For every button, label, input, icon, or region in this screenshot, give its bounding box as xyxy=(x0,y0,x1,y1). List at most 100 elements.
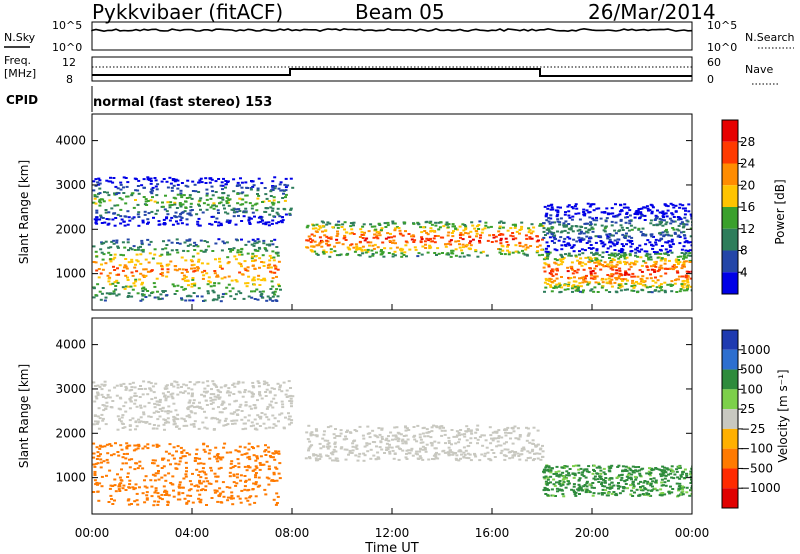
velocity-echo-mark xyxy=(660,481,664,484)
power-echo-mark xyxy=(277,221,281,224)
power-echo-mark xyxy=(113,204,117,207)
power-echo-mark xyxy=(329,236,333,239)
power-echo-mark xyxy=(216,274,219,277)
velocity-echo-mark xyxy=(211,380,215,383)
velocity-echo-mark xyxy=(361,434,365,437)
velocity-echo-mark xyxy=(404,442,408,445)
velocity-echo-mark xyxy=(388,443,391,446)
velocity-echo-mark xyxy=(171,397,175,400)
velocity-echo-mark xyxy=(265,476,269,479)
velocity-echo-mark xyxy=(440,425,444,428)
power-echo-mark xyxy=(634,254,637,257)
power-echo-mark xyxy=(660,218,664,221)
velocity-echo-mark xyxy=(175,381,179,384)
velocity-echo-mark xyxy=(504,434,508,437)
power-echo-mark xyxy=(446,252,450,255)
power-echo-mark xyxy=(108,199,112,202)
velocity-echo-mark xyxy=(257,385,261,388)
power-echo-mark xyxy=(606,237,610,240)
velocity-echo-mark xyxy=(262,383,266,386)
velocity-echo-mark xyxy=(184,461,188,464)
velocity-echo-mark xyxy=(594,478,597,481)
power-echo-mark xyxy=(542,258,546,261)
power-echo-mark xyxy=(126,223,130,226)
power-echo-mark xyxy=(582,268,586,271)
power-echo-mark xyxy=(123,287,127,290)
velocity-echo-mark xyxy=(100,475,104,478)
power-echo-mark xyxy=(213,282,217,285)
velocity-echo-mark xyxy=(190,411,194,414)
power-echo-mark xyxy=(589,221,593,224)
power-echo-mark xyxy=(620,285,624,288)
power-echo-mark xyxy=(126,296,130,298)
power-echo-mark xyxy=(128,219,132,222)
power-echo-mark xyxy=(624,270,628,273)
velocity-echo-mark xyxy=(271,406,275,409)
velocity-echo-mark xyxy=(248,466,252,469)
velocity-echo-mark xyxy=(176,383,180,386)
power-echo-mark xyxy=(686,287,689,290)
freq-panel-frame xyxy=(91,56,693,82)
power-echo-mark xyxy=(514,244,518,247)
power-echo-mark xyxy=(124,177,128,179)
power-echo-mark xyxy=(173,265,177,268)
power-echo-mark xyxy=(635,210,639,212)
power-echo-mark xyxy=(217,296,221,299)
power-echo-mark xyxy=(599,259,603,262)
power-echo-mark xyxy=(371,244,375,247)
velocity-echo-mark xyxy=(96,490,100,493)
power-echo-mark xyxy=(193,284,197,287)
power-echo-mark xyxy=(614,203,617,206)
power-echo-mark xyxy=(601,264,605,266)
power-echo-mark xyxy=(644,261,648,264)
power-echo-mark xyxy=(174,178,178,181)
velocity-echo-mark xyxy=(455,430,459,433)
velocity-echo-mark xyxy=(380,438,384,440)
power-echo-mark xyxy=(654,214,658,217)
velocity-echo-mark xyxy=(690,467,692,470)
power-echo-mark xyxy=(390,236,394,239)
velocity-echo-mark xyxy=(530,450,534,453)
velocity-echo-mark xyxy=(266,406,270,408)
velocity-echo-mark xyxy=(237,462,241,465)
power-echo-mark xyxy=(679,255,683,258)
velocity-echo-mark xyxy=(491,431,495,434)
power-echo-mark xyxy=(566,288,570,291)
velocity-echo-mark xyxy=(192,423,196,426)
velocity-echo-mark xyxy=(397,458,401,461)
power-echo-mark xyxy=(633,284,637,287)
power-echo-mark xyxy=(267,224,271,227)
velocity-echo-mark xyxy=(465,439,469,442)
power-echo-mark xyxy=(649,219,653,222)
power-echo-mark xyxy=(146,290,150,292)
power-echo-mark xyxy=(223,276,227,279)
velocity-echo-mark xyxy=(308,445,312,448)
velocity-echo-mark xyxy=(253,418,257,421)
velocity-colorbar-segment xyxy=(722,369,738,390)
velocity-echo-mark xyxy=(125,446,129,449)
velocity-echo-mark xyxy=(235,409,239,412)
velocity-echo-mark xyxy=(229,462,233,465)
power-echo-mark xyxy=(687,241,690,244)
velocity-echo-mark xyxy=(271,456,275,459)
power-echo-mark xyxy=(548,251,552,254)
power-echo-mark xyxy=(554,273,558,276)
velocity-echo-mark xyxy=(670,476,674,479)
power-echo-mark xyxy=(228,219,232,222)
power-echo-mark xyxy=(609,240,612,243)
power-echo-mark xyxy=(664,241,668,244)
velocity-echo-mark xyxy=(348,449,352,452)
velocity-echo-mark xyxy=(93,472,97,475)
velocity-echo-mark xyxy=(245,452,249,455)
velocity-echo-mark xyxy=(94,395,98,398)
power-echo-mark xyxy=(97,177,101,180)
power-echo-mark xyxy=(123,246,127,249)
velocity-echo-mark xyxy=(536,429,540,432)
velocity-echo-mark xyxy=(465,425,469,428)
power-echo-mark xyxy=(116,204,120,207)
velocity-echo-mark xyxy=(152,391,156,394)
velocity-echo-mark xyxy=(610,464,614,467)
velocity-echo-mark xyxy=(534,444,537,447)
power-echo-mark xyxy=(183,277,187,280)
power-echo-mark xyxy=(623,237,627,239)
